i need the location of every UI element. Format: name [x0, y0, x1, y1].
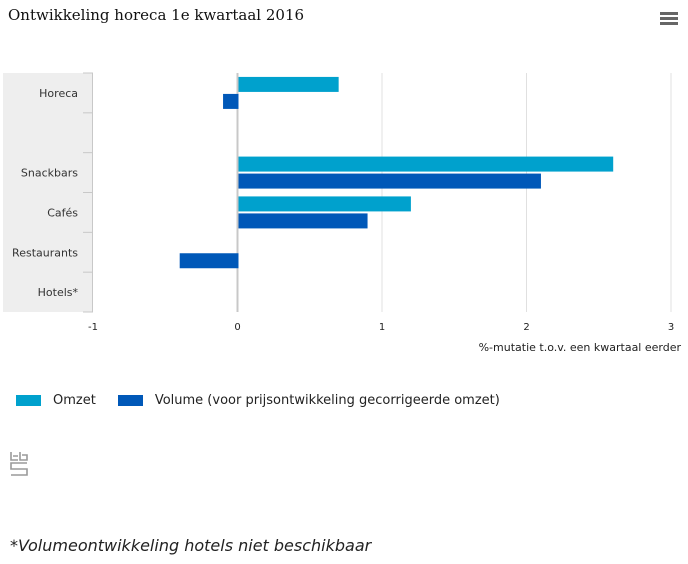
category-label: Restaurants — [12, 246, 78, 259]
bar-volume-restaurants[interactable] — [179, 253, 239, 269]
x-tick-label: 2 — [523, 322, 529, 333]
x-tick-label: 0 — [234, 322, 240, 333]
legend-swatch-omzet — [16, 395, 41, 406]
legend-label: Volume (voor prijsontwikkeling gecorrige… — [154, 393, 500, 408]
bar-omzet-horeca[interactable] — [238, 76, 339, 92]
footnote: *Volumeontwikkeling hotels niet beschikb… — [10, 536, 372, 555]
bar-omzet-cafs[interactable] — [238, 196, 411, 212]
category-label: Snackbars — [21, 167, 78, 180]
bar-omzet-snackbars[interactable] — [238, 156, 614, 172]
chart-title: Ontwikkeling horeca 1e kwartaal 2016 — [8, 6, 305, 24]
bar-volume-cafs[interactable] — [238, 213, 368, 229]
category-label: Hotels* — [38, 286, 79, 299]
category-label: Cafés — [47, 206, 78, 219]
bar-volume-snackbars[interactable] — [238, 173, 541, 189]
category-label: Horeca — [39, 87, 78, 100]
legend-label: Omzet — [53, 393, 96, 408]
legend-item-omzet[interactable]: Omzet — [16, 393, 96, 408]
legend-swatch-volume — [117, 395, 143, 406]
hamburger-menu-icon[interactable] — [660, 12, 680, 28]
x-axis-title: %-mutatie t.o.v. een kwartaal eerder — [479, 341, 682, 354]
bar-volume-horeca[interactable] — [223, 93, 239, 109]
bar-chart: Horeca Snackbars Cafés Restaurants Hotels* -… — [3, 72, 682, 354]
legend-item-volume[interactable]: Volume (voor prijsontwikkeling gecorrige… — [117, 393, 500, 408]
x-tick-label: 3 — [668, 322, 674, 333]
x-tick-label: 1 — [379, 322, 385, 333]
legend: Omzet Volume (voor prijsontwikkeling gec… — [16, 393, 522, 408]
cbs-logo-icon — [10, 452, 28, 476]
x-tick-label: -1 — [88, 322, 98, 333]
category-label-panel — [3, 73, 92, 312]
